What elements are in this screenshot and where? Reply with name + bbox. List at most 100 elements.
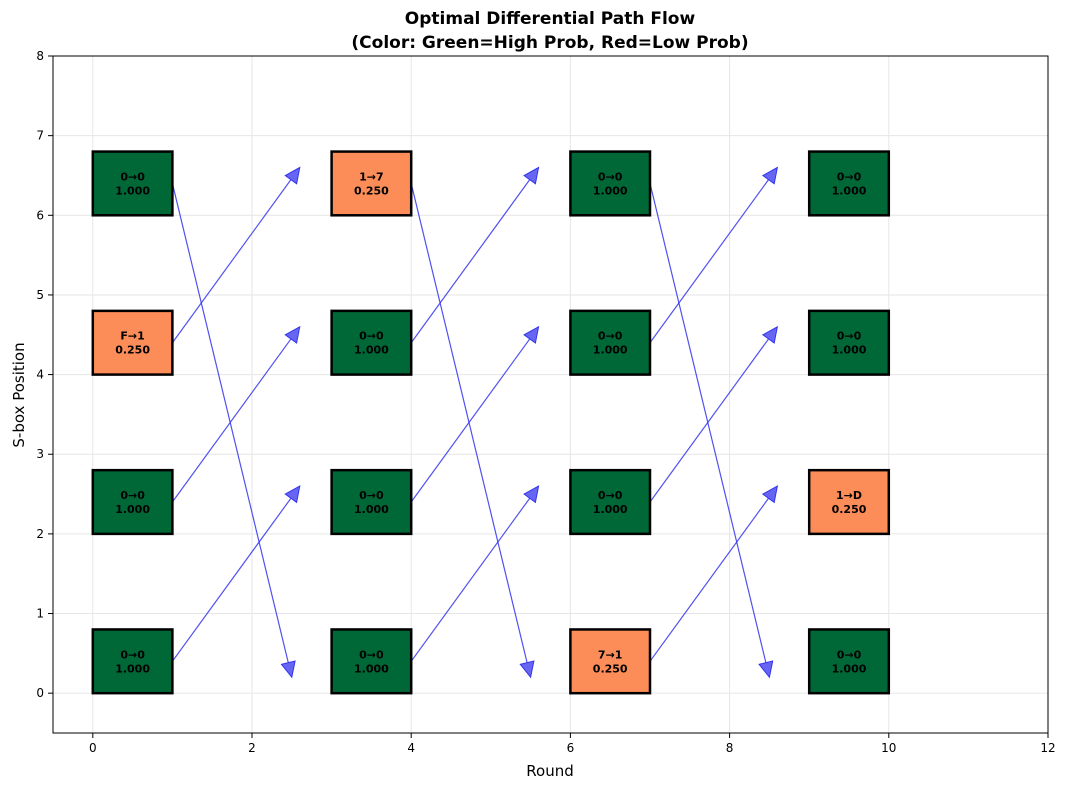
y-tick-label: 4	[36, 368, 44, 382]
sbox-prob-label: 1.000	[354, 662, 389, 675]
boxes: 0→01.0000→01.000F→10.2500→01.0000→01.000…	[91, 150, 891, 695]
sbox-rect	[807, 309, 891, 376]
flow-arrow	[171, 485, 301, 662]
sbox-cell: 0→01.000	[91, 628, 174, 695]
y-tick-label: 1	[36, 607, 44, 621]
sbox-prob-label: 1.000	[593, 503, 628, 516]
arrows	[171, 166, 779, 679]
sbox-cell: 0→01.000	[569, 468, 652, 536]
sbox-cell: 0→01.000	[807, 309, 891, 376]
sbox-cell: 0→01.000	[807, 628, 891, 695]
flow-arrow	[410, 166, 540, 344]
sbox-cell: 0→01.000	[91, 468, 174, 536]
sbox-cell: 7→10.250	[569, 628, 652, 695]
y-tick-label: 8	[36, 49, 44, 63]
sbox-cell: 0→01.000	[330, 309, 413, 376]
x-axis-label: Round	[526, 762, 573, 780]
chart-subtitle: (Color: Green=High Prob, Red=Low Prob)	[351, 33, 748, 53]
sbox-rect	[91, 309, 174, 376]
flow-arrow	[649, 485, 779, 662]
sbox-transition-label: 0→0	[837, 648, 862, 661]
chart-title: Optimal Differential Path Flow	[405, 9, 696, 29]
sbox-transition-label: 1→D	[836, 489, 862, 502]
y-tick-label: 6	[36, 208, 44, 222]
sbox-cell: 0→01.000	[569, 150, 652, 217]
y-tick-label: 7	[36, 129, 44, 143]
x-tick-label: 6	[567, 741, 575, 755]
sbox-prob-label: 1.000	[115, 503, 150, 516]
x-tick-label: 2	[248, 741, 256, 755]
sbox-transition-label: 0→0	[120, 489, 145, 502]
sbox-prob-label: 1.000	[115, 662, 150, 675]
flow-arrow	[171, 325, 301, 503]
y-tick-label: 0	[36, 686, 44, 700]
flow-arrow	[171, 183, 296, 679]
sbox-cell: 0→01.000	[330, 628, 413, 695]
sbox-prob-label: 1.000	[354, 503, 389, 516]
plot-frame	[52, 55, 1049, 734]
grid	[53, 55, 1049, 733]
sbox-cell: 0→01.000	[91, 150, 174, 217]
sbox-prob-label: 1.000	[354, 344, 389, 357]
sbox-rect	[807, 628, 891, 695]
flow-arrow	[171, 166, 301, 344]
sbox-rect	[330, 468, 413, 536]
sbox-prob-label: 1.000	[832, 662, 867, 675]
sbox-rect	[569, 309, 652, 376]
sbox-prob-label: 1.000	[115, 184, 150, 197]
sbox-prob-label: 0.250	[115, 344, 150, 357]
sbox-rect	[569, 628, 652, 695]
y-axis-label: S-box Position	[10, 342, 28, 447]
sbox-prob-label: 1.000	[593, 184, 628, 197]
y-tick-label: 2	[36, 527, 44, 541]
sbox-transition-label: 0→0	[837, 330, 862, 343]
sbox-transition-label: 0→0	[120, 648, 145, 661]
sbox-rect	[91, 150, 174, 217]
sbox-rect	[91, 468, 174, 536]
sbox-transition-label: 0→0	[359, 489, 384, 502]
sbox-rect	[330, 628, 413, 695]
sbox-cell: F→10.250	[91, 309, 174, 376]
sbox-transition-label: 1→7	[359, 170, 384, 183]
sbox-transition-label: 7→1	[598, 648, 623, 661]
flow-arrow	[410, 183, 535, 679]
x-tick-label: 8	[726, 741, 734, 755]
sbox-transition-label: 0→0	[359, 648, 384, 661]
flow-arrow	[649, 166, 779, 344]
flow-arrow	[649, 183, 774, 679]
sbox-transition-label: 0→0	[598, 330, 623, 343]
sbox-transition-label: 0→0	[359, 330, 384, 343]
sbox-prob-label: 1.000	[832, 184, 867, 197]
sbox-cell: 0→01.000	[807, 150, 891, 217]
sbox-transition-label: F→1	[120, 330, 144, 343]
sbox-transition-label: 0→0	[837, 170, 862, 183]
sbox-cell: 0→01.000	[330, 468, 413, 536]
sbox-rect	[569, 468, 652, 536]
sbox-prob-label: 1.000	[593, 344, 628, 357]
sbox-rect	[807, 468, 891, 536]
x-tick-label: 4	[407, 741, 415, 755]
x-tick-label: 12	[1040, 741, 1055, 755]
sbox-prob-label: 0.250	[593, 662, 628, 675]
sbox-rect	[330, 309, 413, 376]
flow-arrow	[410, 325, 540, 503]
sbox-cell: 1→D0.250	[807, 468, 891, 536]
sbox-prob-label: 0.250	[832, 503, 867, 516]
x-tick-label: 0	[89, 741, 97, 755]
sbox-rect	[569, 150, 652, 217]
sbox-rect	[91, 628, 174, 695]
flow-arrow	[410, 485, 540, 662]
sbox-rect	[330, 150, 413, 217]
sbox-cell: 1→70.250	[330, 150, 413, 217]
sbox-prob-label: 1.000	[832, 344, 867, 357]
y-tick-label: 5	[36, 288, 44, 302]
x-tick-label: 10	[881, 741, 896, 755]
y-tick-label: 3	[36, 447, 44, 461]
sbox-transition-label: 0→0	[598, 489, 623, 502]
sbox-transition-label: 0→0	[120, 170, 145, 183]
sbox-rect	[807, 150, 891, 217]
flow-arrow	[649, 325, 779, 503]
sbox-transition-label: 0→0	[598, 170, 623, 183]
